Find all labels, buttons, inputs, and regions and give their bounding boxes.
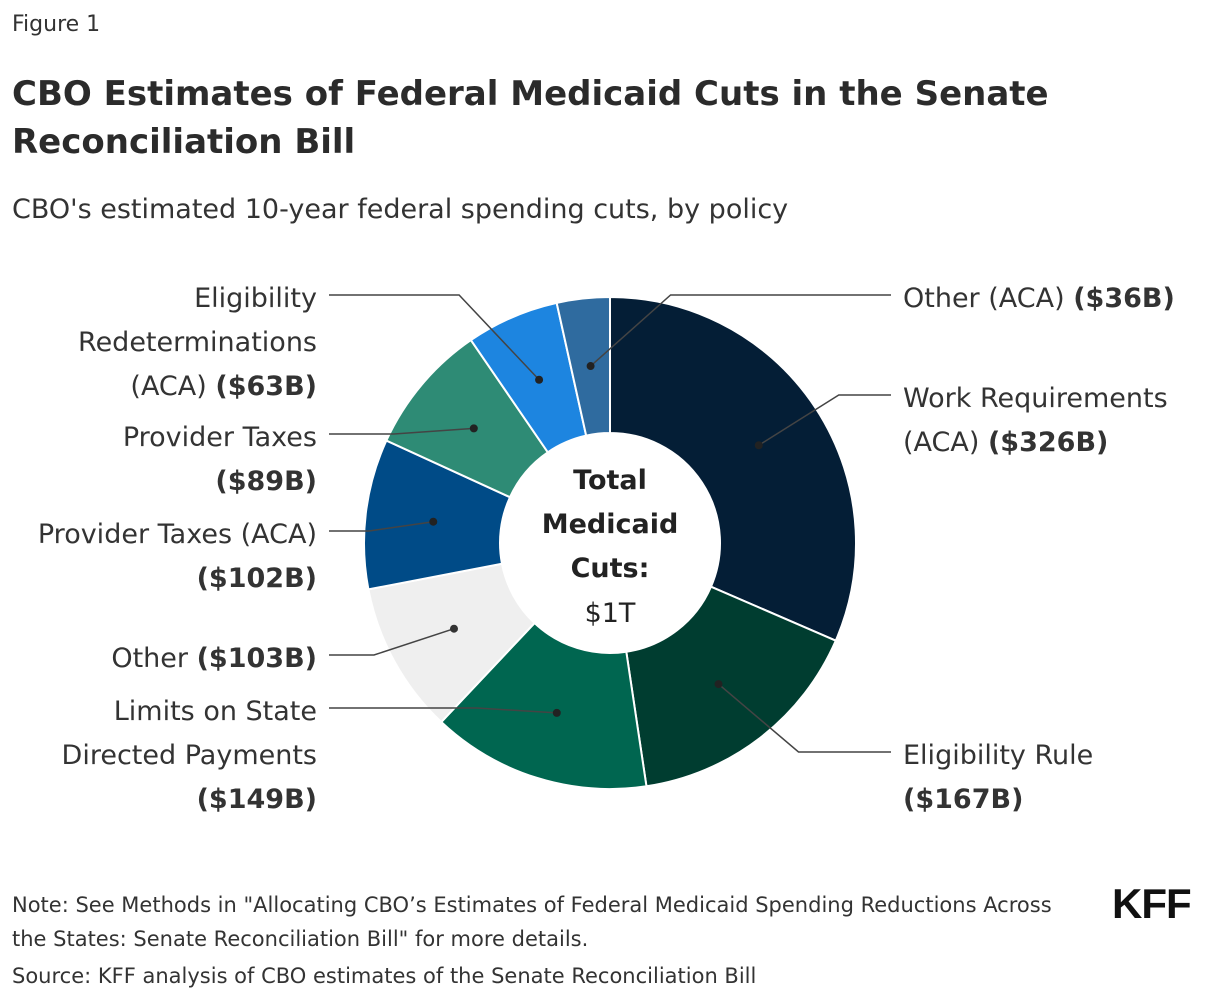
slice-label: ($149B) [197,784,317,815]
leader-line [329,627,455,656]
center-title-line: Total [573,465,647,496]
chart-subtitle: CBO's estimated 10-year federal spending… [12,194,789,225]
leader-line [718,683,891,753]
chart-title: CBO Estimates of Federal Medicaid Cuts i… [12,74,1049,162]
slice-label: Provider Taxes (ACA) [38,519,317,550]
slice-label-value: ($89B) [215,466,317,497]
slice-label: Provider Taxes [123,422,317,453]
slice-label: Other ($103B) [111,643,317,674]
leader-dot [586,362,595,371]
slice-label-name: Provider Taxes [123,422,317,453]
leader-line [590,294,891,367]
leader-dot [552,708,561,717]
chart-source: Source: KFF analysis of CBO estimates of… [12,964,757,988]
chart-note: Note: See Methods in "Allocating CBO’s E… [12,893,1052,951]
kff-logo: KFF [1112,880,1192,927]
slice-label-value: ($149B) [197,784,317,815]
slice-labels: Work Requirements (ACA) ($326B) Eligibilit… [38,283,1175,815]
donut-slice[interactable] [609,295,857,642]
leader-dot [754,441,763,450]
slice-label-name: Provider Taxes (ACA) [38,519,317,550]
slice-label: Work Requirements [903,383,1168,414]
leader-line [758,394,891,446]
slice-label: (ACA) ($63B) [130,371,317,402]
slice-label-name: Redeterminations [78,327,317,358]
slice-label-name: Eligibility [194,283,317,314]
slice-label-value: ($63B) [215,371,317,402]
slice-label-name: (ACA) [903,427,988,458]
center-value: $1T [585,598,636,629]
slice-label: Directed Payments [62,740,317,771]
donut-chart: Work Requirements (ACA) ($326B) Eligibilit… [38,283,1175,815]
slice-label-name: Eligibility Rule [903,740,1093,771]
center-title-line: Medicaid [542,509,679,540]
leader-dot [714,680,723,689]
leader-line [329,707,557,714]
leader-dot [429,517,438,526]
slice-label: ($89B) [215,466,317,497]
slice-label-value: ($102B) [197,563,317,594]
slice-label-value: ($326B) [988,427,1108,458]
slice-label-value: ($36B) [1073,283,1175,314]
slice-label-name: (ACA) [130,371,215,402]
leader-line [329,520,434,532]
slice-label-value: ($167B) [903,784,1023,815]
slice-label-name: Other (ACA) [903,283,1073,314]
leader-lines [329,294,891,753]
leader-line [329,294,540,381]
slice-label-value: ($103B) [197,643,317,674]
donut-slice[interactable] [625,585,838,788]
leader-dot [469,424,478,433]
center-title: Total Medicaid Cuts: [542,465,679,584]
leader-dot [449,624,458,633]
slice-label: Eligibility [194,283,317,314]
slice-label: Redeterminations [78,327,317,358]
slice-label: ($102B) [197,563,317,594]
leader-dot [535,375,544,384]
center-label: Total Medicaid Cuts: $1T [542,465,679,629]
leader-line [329,427,474,435]
donut-slice[interactable] [555,295,611,437]
slice-label: Other (ACA) ($36B) [903,283,1175,314]
slice-label: (ACA) ($326B) [903,427,1108,458]
slice-label-name: Limits on State [114,696,317,727]
slice-label-name: Other [111,643,196,674]
slice-label-name: Work Requirements [903,383,1168,414]
donut-slices [363,295,857,790]
slice-label: Limits on State [114,696,317,727]
slice-label: Eligibility Rule [903,740,1093,771]
slice-label: ($167B) [903,784,1023,815]
center-title-line: Cuts: [571,553,650,584]
figure-label: Figure 1 [12,12,101,37]
slice-label-name: Directed Payments [62,740,317,771]
donut-slice[interactable] [439,621,648,790]
